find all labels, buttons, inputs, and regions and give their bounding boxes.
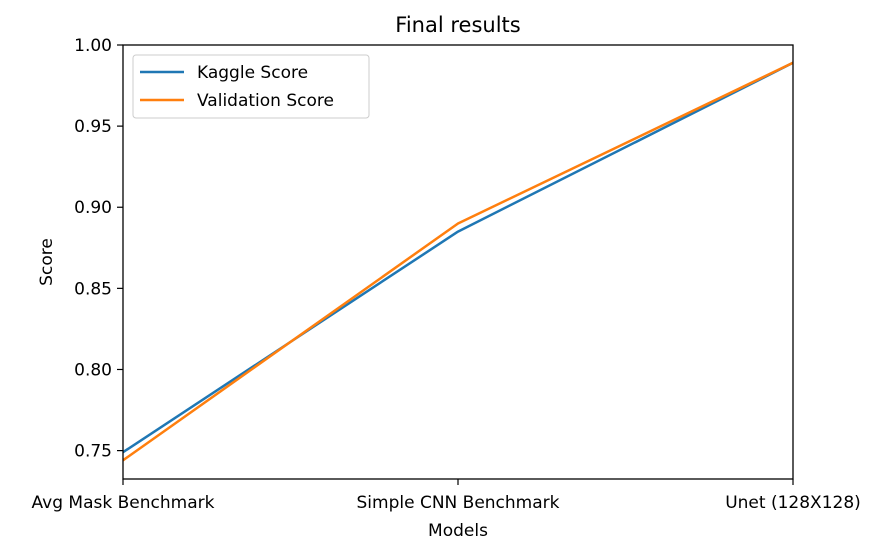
series-layer	[122, 61, 794, 462]
legend-frame	[132, 54, 370, 119]
x-tick-label: Avg Mask Benchmark	[32, 493, 215, 513]
legend: Kaggle Score Validation Score	[132, 54, 370, 119]
y-axis-label: Score	[37, 238, 57, 286]
legend-label-validation-score: Validation Score	[197, 91, 334, 111]
y-tick-label: 0.95	[74, 117, 112, 137]
y-tick-label: 0.90	[74, 198, 112, 218]
y-axis: 0.75 0.80 0.85 0.90 0.95 1.00	[74, 36, 123, 462]
y-tick-label: 0.80	[74, 360, 112, 380]
legend-label-kaggle-score: Kaggle Score	[197, 63, 308, 83]
y-tick-label: 0.85	[74, 279, 112, 299]
series-line-validation-score	[122, 61, 794, 462]
x-axis-label: Models	[428, 521, 488, 541]
series-line-kaggle-score	[122, 61, 794, 454]
x-tick-label: Simple CNN Benchmark	[357, 493, 560, 513]
x-axis: Avg Mask Benchmark Simple CNN Benchmark Un…	[32, 479, 861, 513]
y-tick-label: 1.00	[74, 36, 112, 56]
chart-title: Final results	[395, 13, 520, 37]
y-tick-label: 0.75	[74, 442, 112, 462]
x-tick-label: Unet (128X128)	[725, 493, 861, 513]
